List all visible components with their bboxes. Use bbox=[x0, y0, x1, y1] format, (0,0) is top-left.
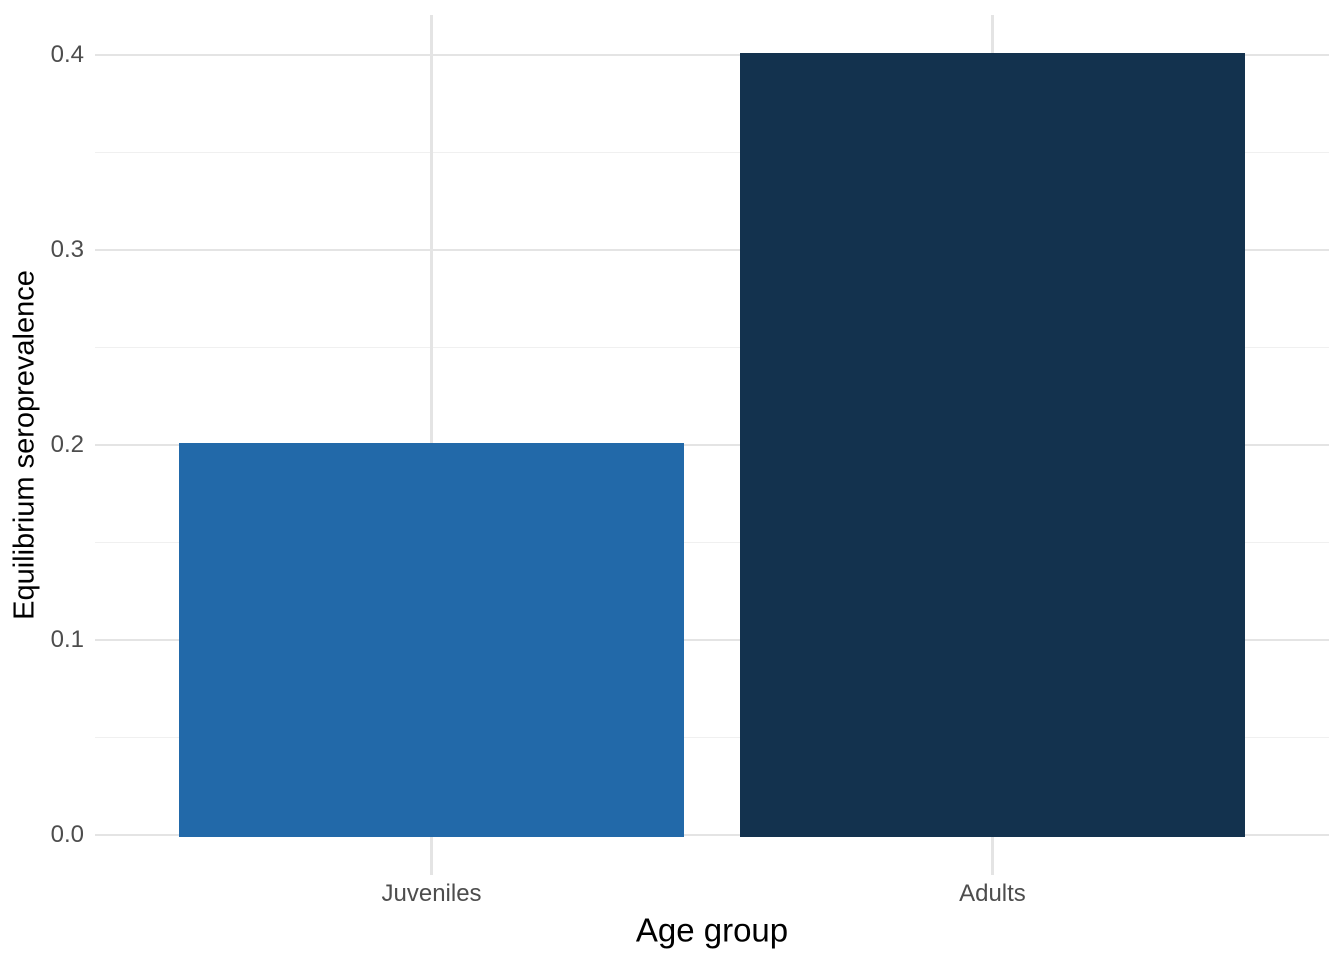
bar-adults bbox=[740, 53, 1245, 837]
y-axis-title: Equilibrium seroprevalence bbox=[8, 270, 41, 620]
x-axis-title: Age group bbox=[635, 911, 789, 949]
gridline-major-horizontal bbox=[95, 638, 1329, 642]
y-tick-label: 0.4 bbox=[50, 40, 84, 68]
gridline-minor-horizontal bbox=[95, 541, 1329, 544]
x-tick-label: Juveniles bbox=[381, 880, 482, 907]
gridline-minor-horizontal bbox=[95, 736, 1329, 739]
gridline-major-horizontal bbox=[95, 53, 1329, 57]
y-tick-label: 0.1 bbox=[50, 626, 84, 653]
gridline-major-horizontal bbox=[95, 443, 1329, 447]
y-tick-label: 0.0 bbox=[50, 821, 84, 849]
gridline-major-horizontal bbox=[95, 833, 1329, 837]
x-tick-label: Adults bbox=[959, 880, 1026, 907]
gridline-minor-horizontal bbox=[95, 346, 1329, 349]
y-tick-label: 0.3 bbox=[50, 235, 84, 263]
plot-panel bbox=[95, 15, 1329, 875]
gridline-minor-horizontal bbox=[95, 151, 1329, 154]
gridline-major-horizontal bbox=[95, 248, 1329, 252]
y-tick-label: 0.2 bbox=[50, 431, 84, 458]
bar-juveniles bbox=[179, 443, 684, 838]
